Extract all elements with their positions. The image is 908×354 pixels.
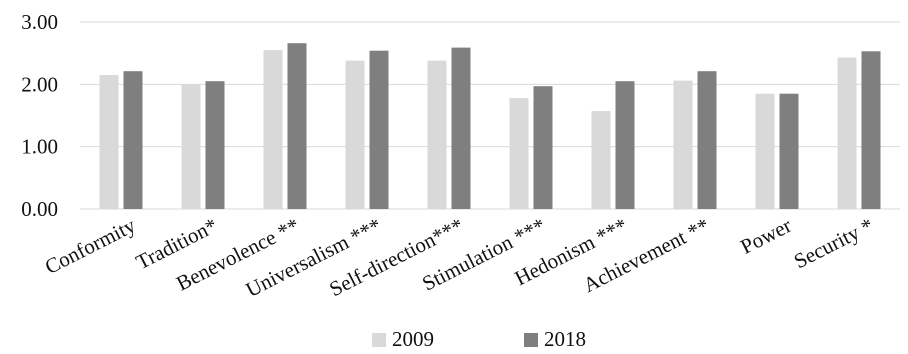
bar-2018-5 xyxy=(533,86,553,209)
x-category-label: Universalism *** xyxy=(242,213,385,302)
legend-label-2018: 2018 xyxy=(544,327,586,351)
bar-2009-6 xyxy=(591,111,611,209)
bar-2018-9 xyxy=(861,51,881,209)
legend-swatch-2018 xyxy=(524,333,538,347)
bar-2009-0 xyxy=(99,75,119,209)
gridlines xyxy=(80,21,900,210)
bar-2009-5 xyxy=(509,98,529,209)
bar-2018-4 xyxy=(451,47,471,209)
y-tick-label: 1.00 xyxy=(21,135,58,159)
bar-2018-7 xyxy=(697,71,717,209)
bar-2018-2 xyxy=(287,43,307,210)
legend-swatch-2009 xyxy=(372,333,386,347)
bar-2018-0 xyxy=(123,71,143,209)
x-category-label: Power xyxy=(737,213,796,259)
y-tick-label: 2.00 xyxy=(21,72,58,96)
bar-2009-4 xyxy=(427,60,447,209)
bar-2009-7 xyxy=(673,80,693,209)
x-category-label: Conformity xyxy=(41,213,140,279)
bar-2009-1 xyxy=(181,84,201,209)
bar-2009-9 xyxy=(837,57,857,209)
y-tick-label: 0.00 xyxy=(21,197,58,221)
bar-2009-3 xyxy=(345,60,365,209)
bar-2018-6 xyxy=(615,81,635,209)
y-tick-label: 3.00 xyxy=(21,10,58,34)
bar-2009-8 xyxy=(755,93,775,209)
legend: 2009 2018 xyxy=(372,327,586,351)
bar-2018-1 xyxy=(205,81,225,209)
bar-2009-2 xyxy=(263,50,283,209)
bar-2018-8 xyxy=(779,93,799,209)
bars xyxy=(99,43,881,210)
x-category-label: Security * xyxy=(790,213,877,273)
legend-label-2009: 2009 xyxy=(392,327,434,351)
bar-2018-3 xyxy=(369,50,389,210)
y-axis-tick-labels: 0.00 1.00 2.00 3.00 xyxy=(21,10,58,221)
